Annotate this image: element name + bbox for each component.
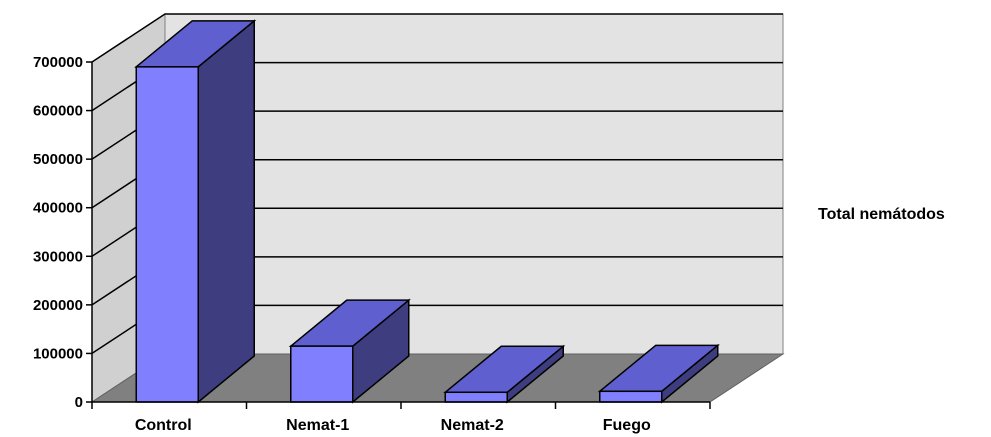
bar xyxy=(134,19,257,404)
back-wall xyxy=(164,13,784,355)
gridline xyxy=(91,13,783,63)
y-tick-label: 500000 xyxy=(33,151,83,168)
bar-front xyxy=(290,345,354,403)
bar-front xyxy=(599,390,663,403)
bar xyxy=(597,343,720,404)
bar-front xyxy=(135,66,199,403)
x-tick-label: Fuego xyxy=(603,417,651,434)
y-tick-label: 400000 xyxy=(33,200,83,217)
bar-front xyxy=(444,391,508,403)
x-tick-label: Nemat-2 xyxy=(441,417,504,434)
bars xyxy=(134,19,720,404)
axes xyxy=(86,61,711,409)
x-tick-label: Control xyxy=(135,417,192,434)
bar-side xyxy=(197,19,255,404)
x-tick-labels: Control Nemat-1 Nemat-2 Fuego xyxy=(135,417,651,434)
y-tick-labels: 0 100000 200000 300000 400000 500000 600000 700… xyxy=(33,54,83,411)
y-tick-label: 300000 xyxy=(33,248,83,265)
y-tick-label: 700000 xyxy=(33,54,83,71)
y-tick-label: 100000 xyxy=(33,345,83,362)
y-tick-label: 200000 xyxy=(33,297,83,314)
legend-label: Total nemátodos xyxy=(818,206,945,223)
bar xyxy=(288,298,411,404)
x-tick-label: Nemat-1 xyxy=(286,417,349,434)
y-tick-label: 600000 xyxy=(33,103,83,120)
y-tick-label: 0 xyxy=(75,394,83,411)
